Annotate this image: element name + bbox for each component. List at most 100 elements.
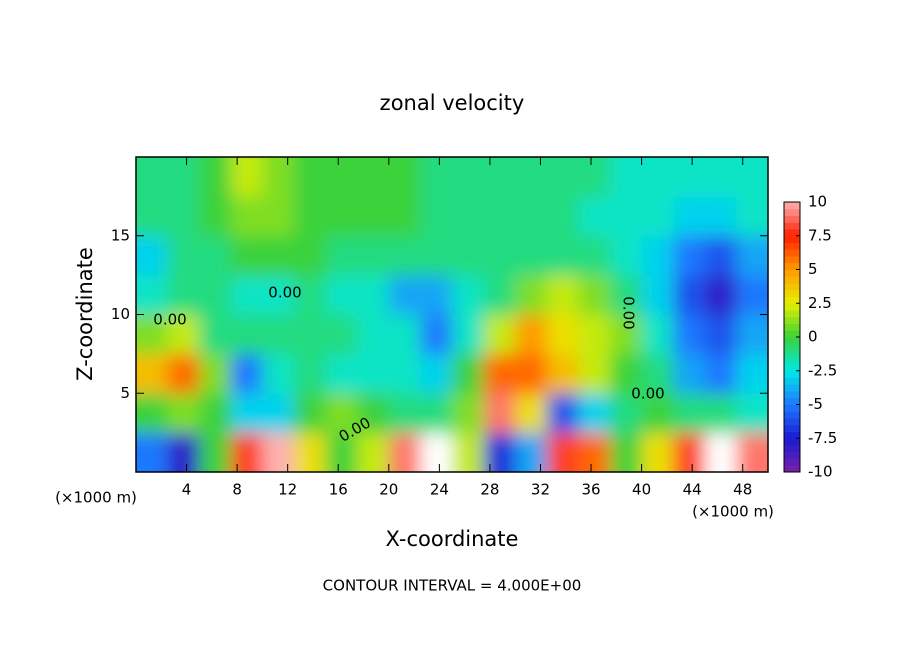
- y-tick-label: 10: [111, 305, 130, 323]
- x-tick-label: 12: [278, 481, 297, 499]
- field-cell: [262, 235, 295, 276]
- colorbar-segment: [784, 431, 800, 439]
- field-cell: [610, 235, 643, 276]
- y-axis-label: Z-coordinate: [73, 247, 97, 381]
- field-cell: [230, 196, 263, 237]
- colorbar-segment: [784, 458, 800, 466]
- field-cell: [673, 196, 706, 237]
- field-cell: [578, 353, 611, 394]
- x-tick-label: 20: [379, 481, 398, 499]
- chart-title: zonal velocity: [380, 91, 525, 115]
- field-cell: [704, 353, 737, 394]
- field-cell: [610, 432, 643, 472]
- field-cell: [420, 432, 453, 472]
- colorbar-segment: [784, 269, 800, 277]
- field-cell: [325, 196, 358, 237]
- field-cell: [325, 157, 358, 197]
- field-cell: [136, 235, 169, 276]
- field-cell: [199, 353, 232, 394]
- colorbar-tick-label: -10: [808, 463, 833, 481]
- field-cell: [167, 353, 200, 394]
- field-cell: [483, 314, 516, 355]
- field-cell: [388, 196, 421, 237]
- field-cell: [136, 353, 169, 394]
- field-cell: [546, 393, 579, 434]
- field-cell: [704, 393, 737, 434]
- field-cell: [546, 235, 579, 276]
- field-cell: [515, 275, 548, 315]
- field-cell: [704, 432, 737, 472]
- colorbar-segment: [784, 256, 800, 264]
- field-cell: [167, 393, 200, 434]
- field-cell: [736, 196, 768, 237]
- field-cell: [294, 353, 327, 394]
- field-cell: [230, 235, 263, 276]
- field-cell: [483, 196, 516, 237]
- field-cell: [136, 157, 169, 197]
- field-cell: [230, 393, 263, 434]
- field-cell: [136, 393, 169, 434]
- colorbar-segment: [784, 289, 800, 297]
- field-cell: [199, 196, 232, 237]
- colorbar-segment: [784, 384, 800, 392]
- field-cell: [578, 157, 611, 197]
- field-cell: [325, 314, 358, 355]
- colorbar-segment: [784, 330, 800, 338]
- x-tick-label: 32: [531, 481, 550, 499]
- field-cell: [199, 157, 232, 197]
- field-cell: [388, 353, 421, 394]
- field-cell: [230, 353, 263, 394]
- field-cell: [515, 432, 548, 472]
- field-cell: [546, 157, 579, 197]
- field-cell: [515, 157, 548, 197]
- field-cell: [420, 196, 453, 237]
- field-cell: [610, 196, 643, 237]
- x-unit: (×1000 m): [692, 503, 774, 521]
- field-cell: [704, 157, 737, 197]
- field-cell: [420, 393, 453, 434]
- field-cell: [294, 275, 327, 315]
- colorbar-tick-label: 10: [808, 193, 827, 211]
- colorbar-segment: [784, 451, 800, 459]
- field-cell: [388, 275, 421, 315]
- colorbar-segment: [784, 411, 800, 419]
- field-cell: [452, 353, 485, 394]
- field-cell: [578, 235, 611, 276]
- field-cell: [673, 235, 706, 276]
- field-cell: [515, 196, 548, 237]
- colorbar-tick-label: -2.5: [808, 361, 837, 379]
- field-cell: [230, 157, 263, 197]
- field-cell: [388, 235, 421, 276]
- field-cell: [136, 275, 169, 315]
- colorbar-segment: [784, 296, 800, 304]
- field-cell: [357, 235, 390, 276]
- field-cell: [578, 314, 611, 355]
- field-cell: [262, 353, 295, 394]
- field-cell: [578, 432, 611, 472]
- colorbar-segment: [784, 303, 800, 311]
- colorbar-segment: [784, 391, 800, 399]
- colorbar-segment: [784, 445, 800, 453]
- field-cell: [199, 314, 232, 355]
- field-cell: [704, 314, 737, 355]
- field-cell: [357, 314, 390, 355]
- x-tick-label: 36: [581, 481, 600, 499]
- colorbar-segment: [784, 370, 800, 378]
- field-cell: [704, 275, 737, 315]
- field-cell: [641, 157, 674, 197]
- colorbar-segment: [784, 222, 800, 230]
- field-cell: [167, 196, 200, 237]
- colorbar-segment: [784, 424, 800, 432]
- field-cell: [420, 157, 453, 197]
- colorbar-segment: [784, 337, 800, 345]
- field-cell: [230, 432, 263, 472]
- field: [136, 157, 768, 472]
- field-cell: [357, 353, 390, 394]
- field-cell: [199, 275, 232, 315]
- x-axis-label: X-coordinate: [386, 527, 519, 551]
- colorbar-segment: [784, 229, 800, 237]
- field-cell: [420, 353, 453, 394]
- colorbar-segment: [784, 350, 800, 358]
- colorbar-segment: [784, 276, 800, 284]
- x-unit: (×1000 m): [55, 489, 137, 507]
